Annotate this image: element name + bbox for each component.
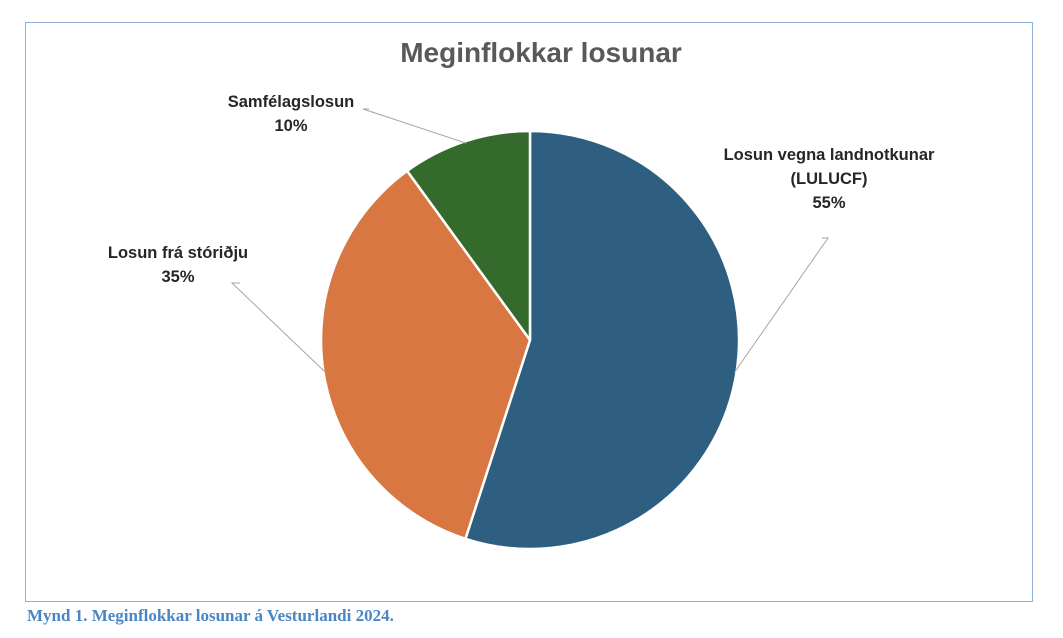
slice-label-line: (LULUCF) (791, 170, 868, 188)
pie-slice-1 (319, 169, 532, 541)
pie-slice-0 (464, 129, 741, 551)
leader-line-0 (734, 237, 829, 373)
data-label-1: Losun frá stóriðju 35% (108, 244, 248, 286)
slice-percent: 55% (812, 194, 845, 212)
slice-percent: 35% (161, 268, 194, 286)
slice-label-line: Losun frá stóriðju (108, 244, 248, 262)
slice-label-line: Losun vegna landnotkunar (724, 146, 935, 164)
leader-line-2 (362, 108, 467, 144)
slice-label-line: Samfélagslosun (228, 93, 355, 111)
chart-title: Meginflokkar losunar (400, 37, 682, 68)
slice-percent: 10% (274, 117, 307, 135)
figure-caption: Mynd 1. Meginflokkar losunar á Vesturlan… (27, 606, 394, 625)
data-label-0: Losun vegna landnotkunar (LULUCF) 55% (724, 146, 935, 212)
data-label-2: Samfélagslosun 10% (228, 93, 355, 135)
leader-line-1 (230, 282, 326, 373)
pie-slice-2 (405, 129, 532, 342)
